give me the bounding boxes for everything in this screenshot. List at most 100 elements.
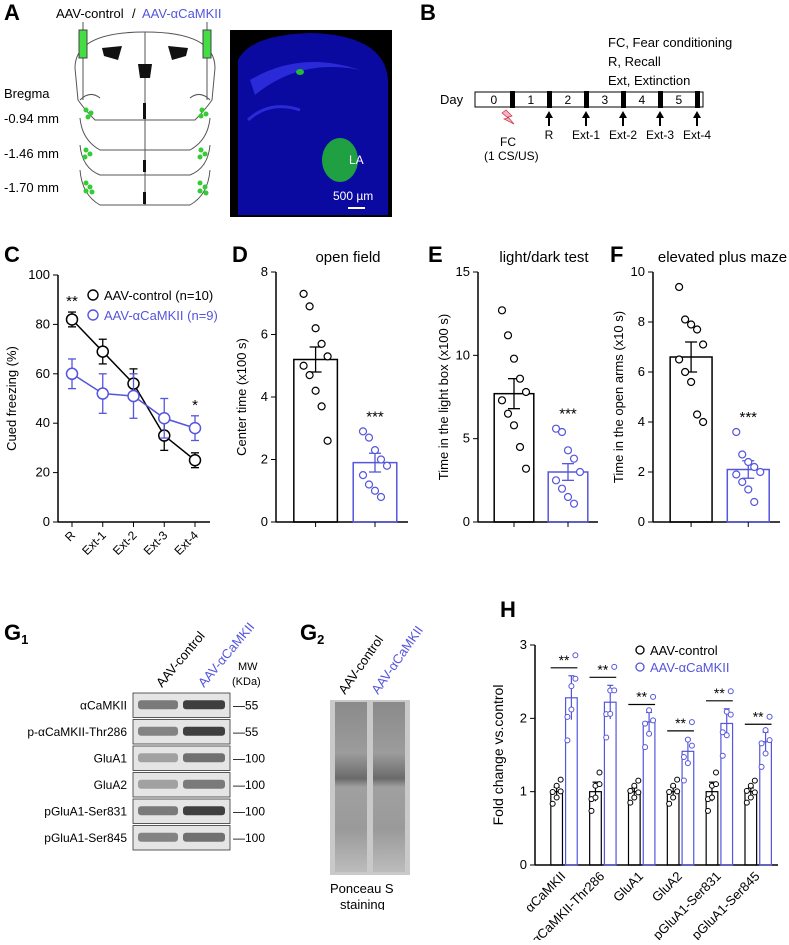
timeline-day: 3 (602, 93, 609, 107)
y-tick-label: 5 (463, 431, 470, 446)
data-point (158, 412, 171, 425)
ponceau-caption: Ponceau S (330, 881, 394, 896)
panel-e-letter: E (428, 242, 443, 267)
data-point (305, 302, 314, 311)
data-point (680, 315, 690, 324)
bregma-level: -0.94 mm (4, 111, 59, 126)
panel-b-letter: B (420, 0, 436, 25)
y-axis-label: Cued freezing (%) (4, 346, 19, 451)
blot-band-camkii (183, 753, 225, 763)
significance-mark: * (192, 397, 198, 414)
data-point (376, 492, 386, 502)
x-tick-label: Ext-4 (171, 528, 201, 558)
y-tick-label: 6 (261, 327, 268, 342)
data-point (299, 289, 308, 298)
y-tick-label: 100 (28, 267, 50, 282)
data-point (503, 331, 513, 340)
blot-band-camkii (183, 700, 225, 710)
data-point (564, 713, 571, 720)
panel-h-letter: H (500, 597, 516, 622)
x-tick-label: GluA2 (649, 869, 685, 905)
blot-row-label: pGluA1-Ser831 (44, 804, 127, 818)
data-point (376, 455, 386, 464)
blot-band-camkii (183, 806, 225, 816)
timeline-day: 2 (565, 93, 572, 107)
x-tick-label: GluA1 (610, 869, 646, 905)
timeline-event: Ext-3 (646, 128, 674, 142)
timeline-event: R (545, 128, 554, 142)
data-point (646, 707, 653, 714)
molecular-weight-label: —100 (233, 804, 265, 818)
panel-c-letter: C (4, 242, 20, 267)
data-point (592, 794, 599, 801)
data-point (503, 409, 513, 418)
timeline: 0 1 2 3 4 5 FC(1 CS/US) R Ext-1 Ext-2 Ext-3 Ext-4 (474, 91, 711, 163)
legend-separator: / (132, 6, 136, 21)
data-point (698, 340, 708, 349)
timeline-event: Ext-2 (609, 128, 637, 142)
data-point (96, 345, 109, 358)
data-point (680, 777, 687, 784)
data-point (551, 424, 561, 433)
y-tick-label: 10 (631, 264, 645, 279)
panel-d-letter: D (232, 242, 248, 267)
data-point (563, 492, 573, 502)
data-point (317, 402, 326, 411)
data-point (549, 788, 556, 795)
data-point (646, 730, 653, 737)
data-point (712, 769, 719, 776)
timeline-tick (510, 91, 515, 108)
data-point (684, 760, 691, 767)
bar (759, 741, 772, 866)
y-tick-label: 15 (456, 264, 470, 279)
timeline-tick (584, 91, 589, 108)
y-tick-label: 8 (261, 264, 268, 279)
panel-g1-western-blot: G1 AAV-control AAV-αCaMKII MW (KDa) αCaM… (4, 619, 265, 851)
panel-a-letter: A (4, 0, 20, 25)
timeline-day: 1 (528, 93, 535, 107)
legend-marker (87, 289, 99, 301)
panel-b: B FC, Fear conditioning R, Recall Ext, E… (400, 0, 789, 225)
data-point (692, 325, 702, 334)
y-tick-label: 6 (638, 364, 645, 379)
data-point (603, 734, 610, 741)
data-point (727, 688, 734, 695)
data-point (553, 794, 560, 801)
data-point (564, 737, 571, 744)
data-point (698, 417, 708, 427)
y-tick-label: 3 (520, 637, 527, 652)
y-tick-label: 8 (638, 314, 645, 329)
mw-unit: (KDa) (232, 676, 261, 688)
data-point (708, 794, 715, 801)
data-point (515, 374, 525, 383)
la-label: LA (349, 153, 364, 167)
molecular-weight-label: —100 (233, 778, 265, 792)
timeline-tick (658, 91, 663, 108)
blot-row-label: αCaMKII (80, 698, 127, 712)
panel-g2-ponceau: G2 AAV-control AAV-αCaMKII Ponceau S sta… (300, 620, 426, 912)
data-point (509, 421, 519, 430)
bar (493, 392, 535, 523)
data-point (611, 687, 618, 694)
panel-g1: G1 AAV-control AAV-αCaMKII MW (KDa) αCaM… (0, 610, 290, 910)
data-point (127, 389, 140, 403)
data-point (515, 442, 525, 452)
data-point (627, 799, 634, 806)
data-point (596, 781, 603, 788)
blot-band-control (138, 832, 178, 842)
data-point (635, 777, 642, 784)
significance-mark: ** (636, 688, 647, 704)
data-point (758, 763, 765, 770)
arrow-up-icon (545, 111, 553, 126)
blot-band-control (138, 806, 178, 816)
data-point (382, 461, 392, 470)
data-point (666, 788, 673, 795)
data-point (370, 446, 380, 455)
blot-row-label: p-αCaMKII-Thr286 (27, 725, 127, 739)
significance-mark: ** (753, 708, 764, 724)
blot-row-label: GluA2 (94, 778, 128, 792)
data-point (96, 387, 109, 400)
panel-h-bar-chart: H 0 1 2 3 Fold change vs.control AAV-control A… (490, 597, 778, 945)
molecular-weight-label: —100 (233, 831, 265, 845)
data-point (563, 446, 573, 455)
